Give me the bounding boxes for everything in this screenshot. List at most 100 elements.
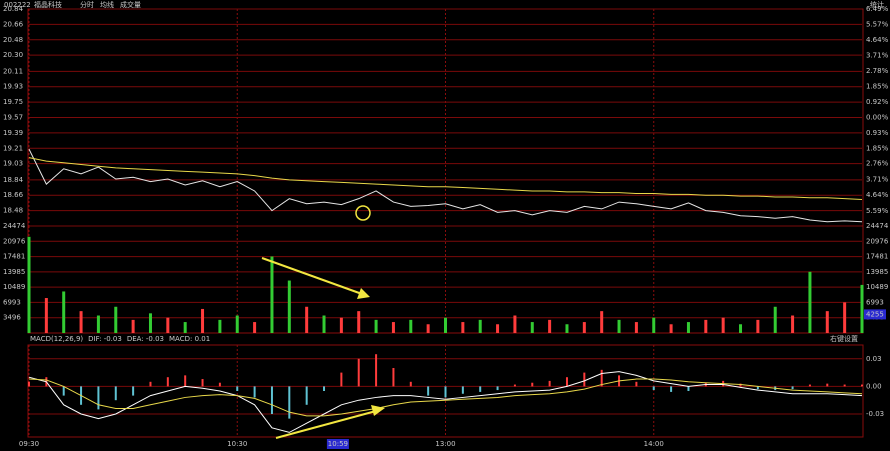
- annotations: [261, 205, 385, 439]
- volume-bar: [548, 319, 552, 333]
- arrow: [275, 410, 377, 439]
- volume-bar: [652, 317, 656, 333]
- volume-bar: [426, 324, 430, 333]
- volume-bar: [825, 311, 829, 333]
- volume-bar: [843, 302, 847, 333]
- macd-legend: DIF: -0.03: [88, 335, 122, 343]
- volume-bar: [808, 271, 812, 333]
- volume-bar: [791, 315, 795, 333]
- volume-bar: [634, 322, 638, 333]
- x-tick-label: 13:00: [435, 440, 455, 448]
- arrow-head: [371, 405, 385, 416]
- y-tick-label-right: 20976: [866, 237, 889, 245]
- y-tick-label: 18.48: [3, 207, 23, 215]
- y2-tick-label: 6.49%: [866, 5, 889, 13]
- volume-bar: [530, 322, 534, 333]
- y-tick-label: 20.30: [3, 51, 23, 59]
- volume-bar: [114, 306, 118, 333]
- y2-tick-label: 5.57%: [866, 20, 889, 28]
- y-tick-label-right: 10489: [866, 283, 888, 291]
- volume-bar: [235, 315, 239, 333]
- y-tick-label: 6993: [3, 298, 21, 306]
- y-tick-label: 18.84: [3, 176, 24, 184]
- marks: [27, 148, 864, 433]
- y2-tick-label: 3.71%: [866, 176, 889, 184]
- y2-tick-label: 0.00%: [866, 114, 889, 122]
- volume-bar: [79, 311, 83, 333]
- volume-bar: [669, 324, 673, 333]
- volume-bar: [565, 324, 569, 333]
- y-tick-label: 19.03: [3, 160, 23, 168]
- volume-bar: [704, 319, 708, 333]
- volume-bar: [686, 322, 690, 333]
- y-tick-label: 19.93: [3, 83, 23, 91]
- macd-legend: MACD(12,26,9): [30, 335, 83, 343]
- x-tick-label: 14:00: [644, 440, 664, 448]
- volume-bar: [739, 324, 743, 333]
- arrow: [261, 257, 363, 295]
- volume-bar: [218, 319, 222, 333]
- y-tick-label: 19.75: [3, 98, 23, 106]
- cursor-value-bg: [864, 309, 886, 320]
- volume-bar: [357, 311, 361, 333]
- y-tick-label-right: 24474: [866, 222, 889, 230]
- y-tick-label-right: 0.03: [866, 355, 882, 363]
- stats-button[interactable]: 统计: [870, 0, 884, 9]
- y-tick-label-right: -0.03: [866, 410, 884, 418]
- volume-bar: [409, 319, 413, 333]
- volume-bar: [148, 313, 152, 333]
- volume-bar: [496, 324, 500, 333]
- cursor-label-bg: [326, 439, 349, 449]
- series-line: [28, 148, 863, 223]
- y2-tick-label: 4.64%: [866, 191, 889, 199]
- y-tick-label-right: 17481: [866, 253, 888, 261]
- series-line: [28, 371, 863, 433]
- volume-bar: [600, 311, 604, 333]
- y-tick-label: 20.48: [3, 36, 23, 44]
- volume-bar: [131, 319, 135, 333]
- tab[interactable]: 分时: [80, 0, 94, 9]
- arrow-head: [357, 288, 370, 299]
- y2-tick-label: 4.64%: [866, 36, 889, 44]
- y2-tick-label: 0.93%: [866, 129, 889, 137]
- y-tick-label: 20.66: [3, 20, 24, 28]
- volume-bar: [374, 319, 378, 333]
- volume-bar: [253, 322, 257, 333]
- tab[interactable]: 成交量: [120, 0, 141, 9]
- highlight-circle: [355, 205, 371, 221]
- settings-button[interactable]: 右键设置: [830, 334, 858, 343]
- volume-bar: [62, 291, 66, 333]
- y-tick-label-right: 6993: [866, 298, 884, 306]
- series-line: [28, 157, 863, 201]
- volume-bar: [444, 317, 447, 333]
- volume-bar: [44, 298, 48, 333]
- tab[interactable]: 均线: [100, 0, 114, 9]
- volume-bar: [270, 256, 274, 333]
- tabs: 分时 均线 成交量: [80, 0, 141, 9]
- volume-bar: [860, 284, 864, 333]
- cursor-time: 10:59: [328, 440, 348, 448]
- y2-tick-label: 1.85%: [866, 83, 889, 91]
- y-tick-label: 20976: [3, 237, 26, 245]
- volume-bar: [287, 280, 291, 333]
- y-tick-label: 24474: [3, 222, 26, 230]
- macd-legend: MACD: 0.01: [169, 335, 210, 343]
- stock-code: 002222: [4, 1, 31, 9]
- volume-bar: [756, 319, 760, 333]
- volume-bar: [322, 315, 326, 333]
- y-tick-label: 3496: [3, 314, 21, 322]
- y-tick-label: 13985: [3, 268, 25, 276]
- y-tick-label: 19.39: [3, 129, 23, 137]
- volume-bar: [773, 306, 777, 333]
- macd-legend: DEA: -0.03: [127, 335, 164, 343]
- volume-bar: [96, 315, 100, 333]
- y2-tick-label: 1.85%: [866, 144, 889, 152]
- y-tick-label: 20.11: [3, 67, 23, 75]
- volume-bar: [513, 315, 517, 333]
- y-tick-label: 19.21: [3, 144, 23, 152]
- volume-bar: [201, 308, 205, 333]
- y-tick-label: 17481: [3, 253, 25, 261]
- volume-bar: [339, 317, 343, 333]
